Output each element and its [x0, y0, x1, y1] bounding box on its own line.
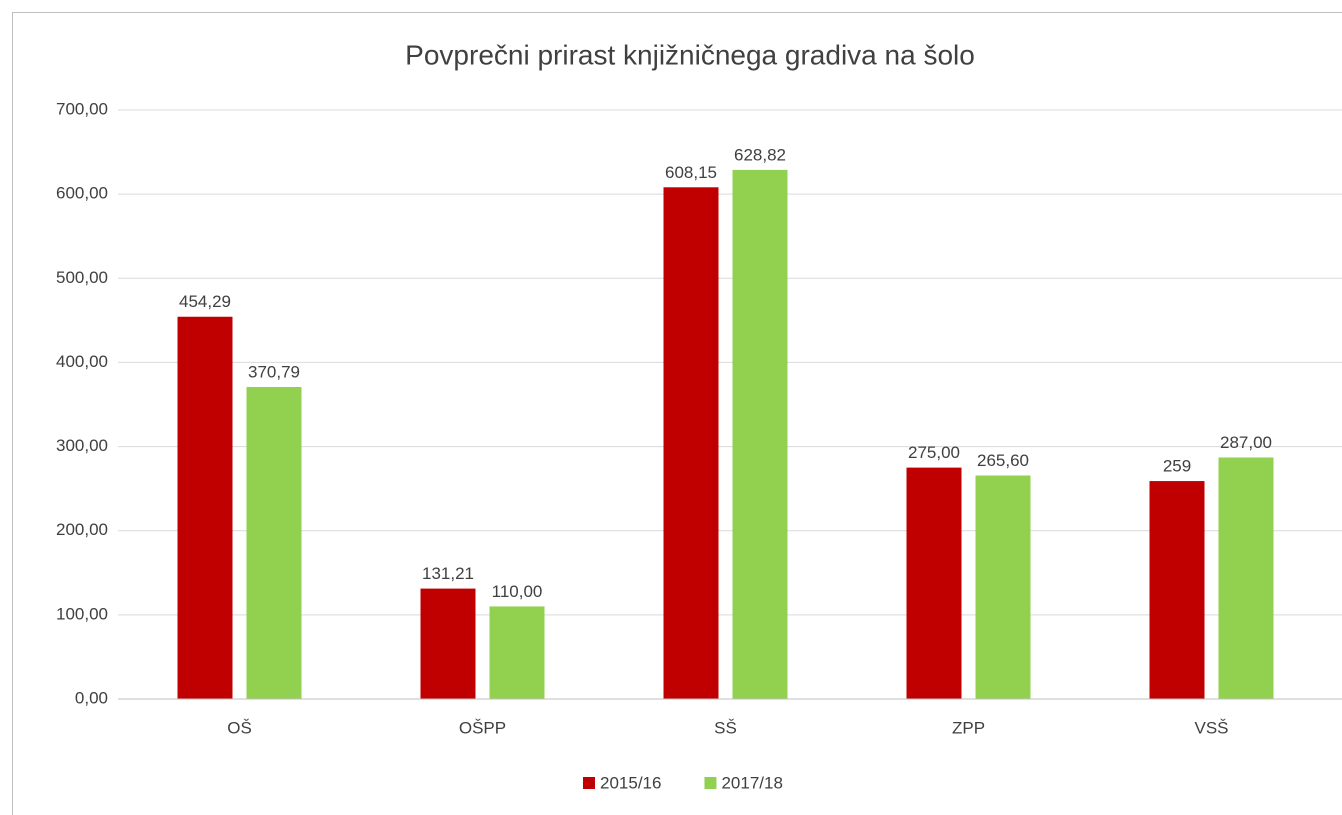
data-label: 265,60: [977, 451, 1029, 470]
legend-swatch: [583, 777, 595, 789]
bar: [177, 316, 233, 699]
bar: [663, 187, 719, 699]
data-label: 131,21: [422, 564, 474, 583]
bar: [489, 606, 545, 699]
data-label: 110,00: [492, 582, 543, 601]
x-tick-label: OŠPP: [459, 718, 506, 737]
legend-label: 2017/18: [721, 773, 782, 792]
x-tick-label: SŠ: [714, 718, 737, 737]
bar: [906, 467, 962, 699]
y-tick-label: 400,00: [56, 352, 108, 371]
bar: [732, 169, 788, 699]
bar: [1218, 457, 1274, 699]
y-tick-label: 0,00: [75, 688, 108, 707]
x-tick-label: OŠ: [227, 718, 252, 737]
bar: [246, 387, 302, 699]
y-tick-label: 100,00: [56, 604, 108, 623]
x-tick-label: ZPP: [952, 718, 985, 737]
data-label: 287,00: [1220, 433, 1272, 452]
bar: [975, 475, 1031, 699]
x-tick-label: VSŠ: [1194, 718, 1228, 737]
y-tick-label: 300,00: [56, 436, 108, 455]
y-tick-label: 700,00: [56, 99, 108, 118]
bar: [1149, 481, 1205, 699]
chart-title: Povprečni prirast knjižničnega gradiva n…: [405, 39, 975, 70]
data-label: 628,82: [734, 145, 786, 164]
bar: [420, 588, 476, 699]
data-label: 608,15: [665, 163, 717, 182]
y-tick-label: 600,00: [56, 184, 108, 203]
y-tick-label: 200,00: [56, 520, 108, 539]
y-tick-label: 500,00: [56, 268, 108, 287]
legend-swatch: [704, 777, 717, 789]
data-label: 275,00: [908, 443, 960, 462]
legend-label: 2015/16: [600, 773, 661, 792]
data-label: 370,79: [248, 362, 300, 381]
data-label: 454,29: [179, 292, 231, 311]
data-label: 259: [1163, 457, 1191, 476]
